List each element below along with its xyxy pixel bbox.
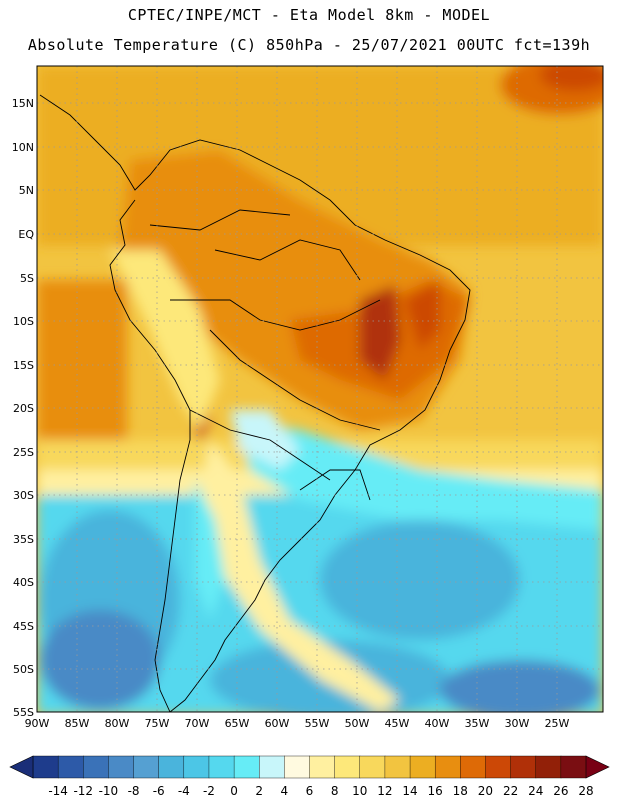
colorbar-right-arrow [585,755,610,779]
lat-label: 40S [13,576,34,589]
colorbar-label: 12 [377,784,392,798]
lat-label: 45S [13,620,34,633]
colorbar-label: 20 [478,784,493,798]
temperature-field [37,66,603,712]
colorbar-label: 26 [553,784,568,798]
map-frame [36,65,604,713]
colorbar-label: -4 [178,784,190,798]
colorbar-label: 22 [503,784,518,798]
lon-label: 65W [225,717,250,730]
colorbar-swatch [409,755,436,779]
lat-label: 15S [13,359,34,372]
lon-label: 35W [465,717,490,730]
colorbar-label: -8 [128,784,140,798]
lat-label: 20S [13,402,34,415]
colorbar-swatch [485,755,512,779]
lon-label: 85W [65,717,90,730]
map-title-line2: Absolute Temperature (C) 850hPa - 25/07/… [27,36,591,54]
colorbar-swatch [208,755,235,779]
lat-label: EQ [18,228,34,241]
colorbar-label: 18 [453,784,468,798]
lon-label: 90W [25,717,50,730]
lon-label: 30W [505,717,530,730]
colorbar: -14 -12 -10 -8 -6 -4 -2 0 2 4 6 8 10 12 14 16 18 20 22 24 26… [9,755,610,798]
lat-label: 25S [13,446,34,459]
lat-label: 10S [13,315,34,328]
colorbar-label: 10 [352,784,367,798]
map-title-line1: CPTEC/INPE/MCT - Eta Model 8km - MODEL [127,6,491,24]
colorbar-label: 2 [255,784,263,798]
colorbar-swatch [233,755,260,779]
coastlines [39,94,471,712]
colorbar-left-arrow [9,755,34,779]
lat-label: 35S [13,533,34,546]
lon-label: 25W [545,717,570,730]
colorbar-label: 28 [578,784,593,798]
colorbar-swatch [434,755,461,779]
colorbar-swatch [535,755,562,779]
colorbar-label: -6 [153,784,165,798]
lon-label: 60W [265,717,290,730]
colorbar-swatch [259,755,285,779]
colorbar-swatch [108,755,135,779]
latitude-labels: 15N 10N 5N EQ 5S 10S 15S 20S 25S 30S 35S… [12,97,35,719]
lat-label: 50S [13,663,34,676]
colorbar-label: 6 [306,784,314,798]
lat-label: 15N [12,97,34,110]
colorbar-label: -12 [73,784,93,798]
colorbar-swatch [460,755,486,779]
lat-label: 30S [13,489,34,502]
colorbar-swatch [32,755,59,779]
colorbar-label: 16 [428,784,443,798]
colorbar-label: 8 [331,784,339,798]
colorbar-swatch [57,755,84,779]
colorbar-label: -14 [48,784,68,798]
colorbar-swatch [183,755,210,779]
lat-label: 55S [13,706,34,719]
colorbar-swatch [309,755,336,779]
lat-label: 10N [12,141,34,154]
colorbar-swatch [560,755,587,779]
colorbar-label: 24 [528,784,543,798]
lat-lon-grid [37,66,603,712]
colorbar-swatch [83,755,109,779]
colorbar-swatch [158,755,185,779]
lon-label: 40W [425,717,450,730]
colorbar-swatch [284,755,310,779]
lon-label: 45W [385,717,410,730]
colorbar-label: -10 [99,784,119,798]
colorbar-swatch [510,755,537,779]
lon-label: 70W [185,717,210,730]
colorbar-swatch [384,755,411,779]
colorbar-label: 4 [281,784,289,798]
lon-label: 50W [345,717,370,730]
colorbar-swatch [133,755,160,779]
lon-label: 75W [145,717,170,730]
colorbar-swatch [334,755,361,779]
lon-label: 55W [305,717,330,730]
colorbar-label: 0 [230,784,238,798]
longitude-labels: 90W 85W 80W 75W 70W 65W 60W 55W 50W 45W … [25,717,570,730]
lon-label: 80W [105,717,130,730]
lat-label: 5S [20,272,34,285]
colorbar-label: -2 [203,784,215,798]
lat-label: 5N [19,184,34,197]
colorbar-label: 14 [402,784,417,798]
colorbar-swatch [359,755,386,779]
